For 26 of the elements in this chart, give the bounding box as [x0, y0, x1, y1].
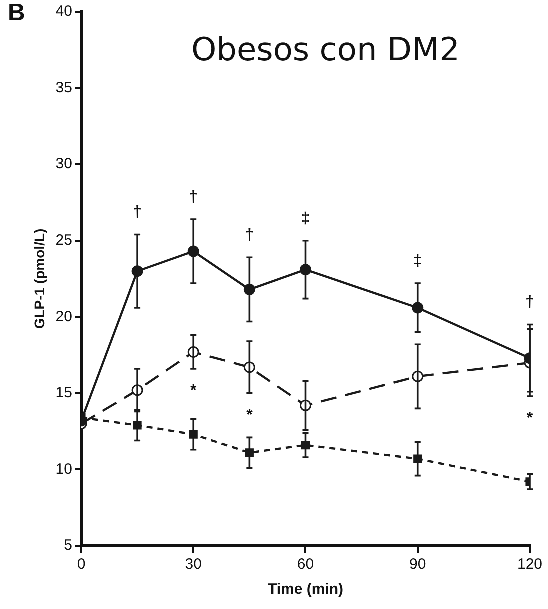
x-tick-label: 120	[517, 556, 543, 574]
y-tick-label: 25	[56, 232, 72, 249]
text: B	[8, 0, 26, 27]
text: Obesos con DM2	[191, 30, 460, 68]
data-label: †	[526, 294, 534, 312]
x-tick-label: 30	[185, 556, 202, 574]
x-axis-title: Time (min)	[268, 581, 344, 598]
data-label: *	[190, 382, 198, 400]
data-label: †	[189, 188, 198, 206]
y-tick-label: 5	[64, 537, 72, 554]
x-tick-label: 0	[77, 556, 86, 574]
y-tick-label: 30	[56, 156, 72, 173]
y-tick-label: 40	[56, 3, 72, 20]
y-tick-label: 10	[56, 460, 72, 478]
y-axis-title: GLP-1 (pmol/L)	[31, 228, 48, 330]
data-label: ‡	[413, 252, 422, 270]
data-label: ‡	[301, 210, 310, 228]
x-tick-label: 90	[410, 556, 426, 574]
y-tick-label: 35	[56, 79, 72, 96]
data-label: †	[245, 227, 254, 244]
y-tick-label: 20	[56, 308, 72, 326]
data-label: *	[246, 406, 254, 424]
data-label: *	[526, 410, 534, 427]
y-tick-label: 15	[56, 384, 72, 402]
x-tick-label: 60	[297, 556, 314, 574]
data-label: †	[133, 204, 142, 222]
